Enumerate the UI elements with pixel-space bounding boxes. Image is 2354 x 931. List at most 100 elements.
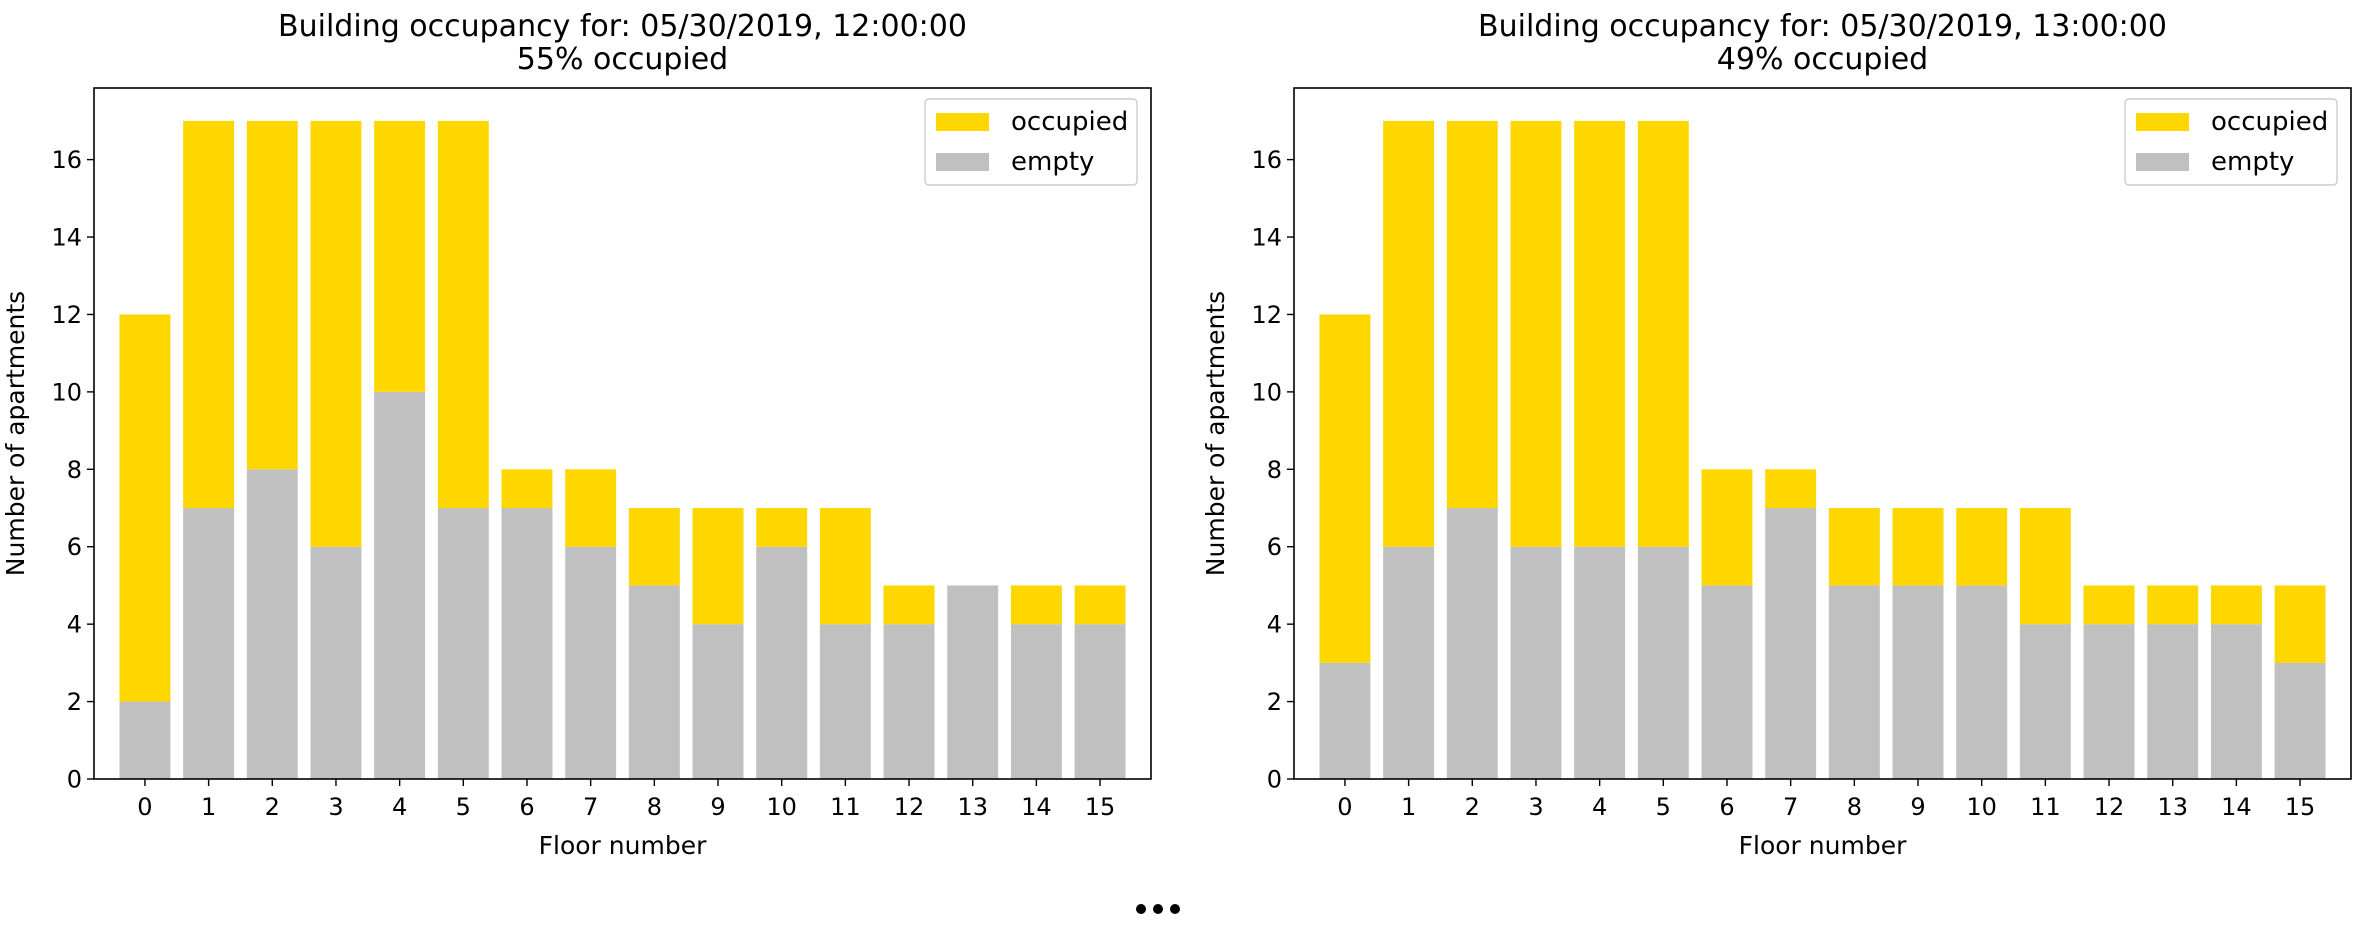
y-tick-label: 8 — [67, 456, 82, 484]
y-tick-label: 10 — [1251, 378, 1282, 406]
bar-occupied-floor-5 — [437, 120, 489, 509]
x-tick-label: 12 — [894, 793, 925, 821]
y-tick-label: 2 — [67, 688, 82, 716]
bar-occupied-floor-7 — [1765, 469, 1817, 509]
x-tick-label: 0 — [1337, 793, 1352, 821]
x-tick-label: 3 — [1528, 793, 1543, 821]
x-tick-label: 6 — [1719, 793, 1734, 821]
x-tick-label: 11 — [2030, 793, 2061, 821]
bar-occupied-floor-10 — [1956, 508, 2008, 586]
bar-occupied-floor-11 — [819, 508, 871, 625]
legend-swatch-occupied — [2136, 113, 2189, 131]
bar-empty-floor-2 — [246, 469, 298, 779]
bar-empty-floor-0 — [119, 701, 171, 779]
y-tick-label: 6 — [67, 533, 82, 561]
bars-group — [1319, 120, 2326, 779]
bar-empty-floor-3 — [310, 546, 362, 779]
bar-empty-floor-11 — [819, 624, 871, 779]
bar-occupied-floor-3 — [1510, 120, 1562, 547]
x-tick-label: 3 — [328, 793, 343, 821]
bar-occupied-floor-6 — [1701, 469, 1753, 586]
bar-occupied-floor-9 — [692, 508, 744, 625]
plot-frame — [1293, 87, 2352, 780]
bars-group — [119, 120, 1126, 779]
legend-swatch-empty — [2136, 153, 2189, 171]
bar-empty-floor-5 — [437, 508, 489, 779]
x-tick-label: 7 — [1783, 793, 1798, 821]
bar-empty-floor-4 — [1574, 546, 1626, 779]
y-axis-label: Number of apartments — [1, 291, 30, 576]
bar-occupied-floor-4 — [1574, 120, 1626, 547]
legend-swatch-empty — [936, 153, 989, 171]
bar-empty-floor-7 — [1765, 508, 1817, 779]
bar-occupied-floor-14 — [1010, 585, 1062, 625]
bar-empty-floor-9 — [692, 624, 744, 779]
y-tick-label: 10 — [51, 378, 82, 406]
bar-empty-floor-14 — [1010, 624, 1062, 779]
bar-empty-floor-7 — [565, 546, 617, 779]
x-tick-label: 12 — [2094, 793, 2125, 821]
bar-occupied-floor-1 — [183, 120, 235, 509]
x-tick-label: 7 — [583, 793, 598, 821]
more-horizontal-icon[interactable] — [1133, 888, 1183, 918]
bar-occupied-floor-12 — [883, 585, 935, 625]
bar-occupied-floor-15 — [2274, 585, 2326, 663]
x-tick-label: 13 — [2157, 793, 2188, 821]
bar-empty-floor-15 — [2274, 662, 2326, 779]
x-axis-label: Floor number — [1739, 831, 1907, 860]
chart-subtitle: 49% occupied — [1717, 42, 1928, 77]
bar-occupied-floor-8 — [628, 508, 680, 586]
x-tick-label: 10 — [1966, 793, 1997, 821]
x-tick-label: 5 — [1656, 793, 1671, 821]
x-tick-label: 13 — [957, 793, 988, 821]
y-tick-label: 0 — [67, 766, 82, 794]
bar-empty-floor-11 — [2019, 624, 2071, 779]
chart-subtitle: 55% occupied — [517, 42, 728, 77]
bar-empty-floor-4 — [374, 391, 426, 779]
bar-empty-floor-8 — [1828, 585, 1880, 779]
y-tick-label: 12 — [1251, 301, 1282, 329]
y-tick-label: 0 — [1267, 766, 1282, 794]
bar-occupied-floor-2 — [246, 120, 298, 470]
y-tick-label: 4 — [67, 611, 82, 639]
bar-empty-floor-13 — [947, 585, 999, 779]
legend-label-empty: empty — [2211, 147, 2294, 177]
x-tick-label: 1 — [1401, 793, 1416, 821]
bar-occupied-floor-7 — [565, 469, 617, 547]
bar-empty-floor-10 — [756, 546, 808, 779]
x-tick-label: 8 — [647, 793, 662, 821]
x-tick-label: 14 — [1021, 793, 1052, 821]
bar-empty-floor-5 — [1637, 546, 1689, 779]
y-tick-label: 14 — [51, 224, 82, 252]
x-tick-label: 14 — [2221, 793, 2252, 821]
bar-occupied-floor-3 — [310, 120, 362, 547]
y-tick-label: 6 — [1267, 533, 1282, 561]
bar-empty-floor-12 — [2083, 624, 2135, 779]
y-tick-label: 8 — [1267, 456, 1282, 484]
bar-empty-floor-13 — [2147, 624, 2199, 779]
chart-13-00: Building occupancy for: 05/30/2019, 13:0… — [1201, 9, 2352, 860]
bar-occupied-floor-0 — [1319, 314, 1371, 663]
bar-occupied-floor-6 — [501, 469, 553, 509]
bar-occupied-floor-14 — [2210, 585, 2262, 625]
y-tick-label: 16 — [51, 146, 82, 174]
bar-occupied-floor-15 — [1074, 585, 1126, 625]
bar-empty-floor-14 — [2210, 624, 2262, 779]
bar-occupied-floor-12 — [2083, 585, 2135, 625]
bar-occupied-floor-0 — [119, 314, 171, 702]
bar-occupied-floor-8 — [1828, 508, 1880, 586]
bar-occupied-floor-11 — [2019, 508, 2071, 625]
bar-occupied-floor-13 — [2147, 585, 2199, 625]
x-tick-label: 1 — [201, 793, 216, 821]
x-axis-label: Floor number — [539, 831, 707, 860]
plot-frame — [93, 87, 1152, 780]
x-tick-label: 4 — [1592, 793, 1607, 821]
legend-label-occupied: occupied — [2211, 107, 2328, 137]
bar-empty-floor-0 — [1319, 662, 1371, 779]
bar-empty-floor-9 — [1892, 585, 1944, 779]
y-tick-label: 4 — [1267, 611, 1282, 639]
x-tick-label: 0 — [137, 793, 152, 821]
bar-empty-floor-2 — [1446, 508, 1498, 779]
legend: occupied empty — [2124, 98, 2338, 186]
x-tick-label: 8 — [1847, 793, 1862, 821]
